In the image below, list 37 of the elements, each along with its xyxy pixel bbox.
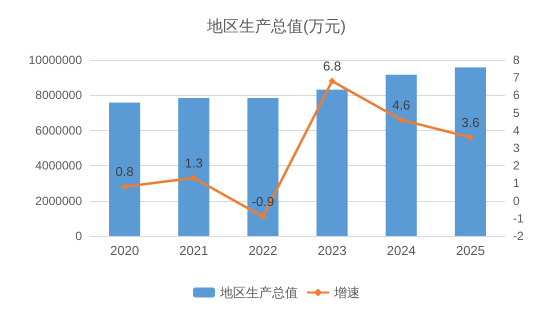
point (328, 78, 336, 85)
data-label: 6.8 (323, 58, 342, 74)
point (259, 213, 266, 220)
chart-title: 地区生产总值(万元) (206, 18, 346, 36)
x-tick-label: 2025 (456, 243, 485, 258)
y2-tick-label: 2 (513, 158, 520, 173)
data-label: 1.3 (184, 155, 203, 170)
y2-tick-label: -1 (513, 211, 524, 226)
data-label: 0.8 (116, 164, 134, 180)
y2-tick-label: 6 (513, 88, 520, 102)
y2-tick-label: 7 (513, 70, 520, 85)
x-tick-label: 2023 (318, 243, 347, 258)
x-tick-label: 2022 (248, 243, 278, 258)
y-tick-label: 8000000 (35, 88, 82, 102)
data-label: 3.6 (461, 114, 480, 130)
y-tick-label: 0 (75, 229, 82, 243)
y-tick-label: 10000000 (28, 53, 82, 67)
y2-tick-label: 5 (513, 106, 520, 120)
x-tick-label: 2020 (110, 243, 140, 258)
y2-tick-label: 4 (513, 123, 520, 138)
data-label: 4.6 (392, 97, 410, 112)
y2-tick-label: 3 (513, 141, 520, 155)
y2-tick-label: 0 (513, 194, 520, 208)
point (398, 116, 405, 124)
y2-tick-label: -2 (513, 229, 524, 243)
y-tick-label: 2000000 (35, 194, 82, 208)
point (466, 134, 474, 141)
y-tick-label: 4000000 (35, 158, 82, 173)
point (121, 183, 128, 190)
y2-tick-label: 1 (513, 176, 520, 190)
legend-label: 增速 (333, 285, 360, 300)
x-tick-label: 2024 (386, 243, 416, 258)
legend-label: 地区生产总值 (219, 285, 298, 300)
x-tick-label: 2021 (179, 243, 208, 258)
point (190, 174, 198, 182)
y2-tick-label: 8 (513, 53, 520, 67)
y-tick-label: 6000000 (35, 123, 82, 138)
